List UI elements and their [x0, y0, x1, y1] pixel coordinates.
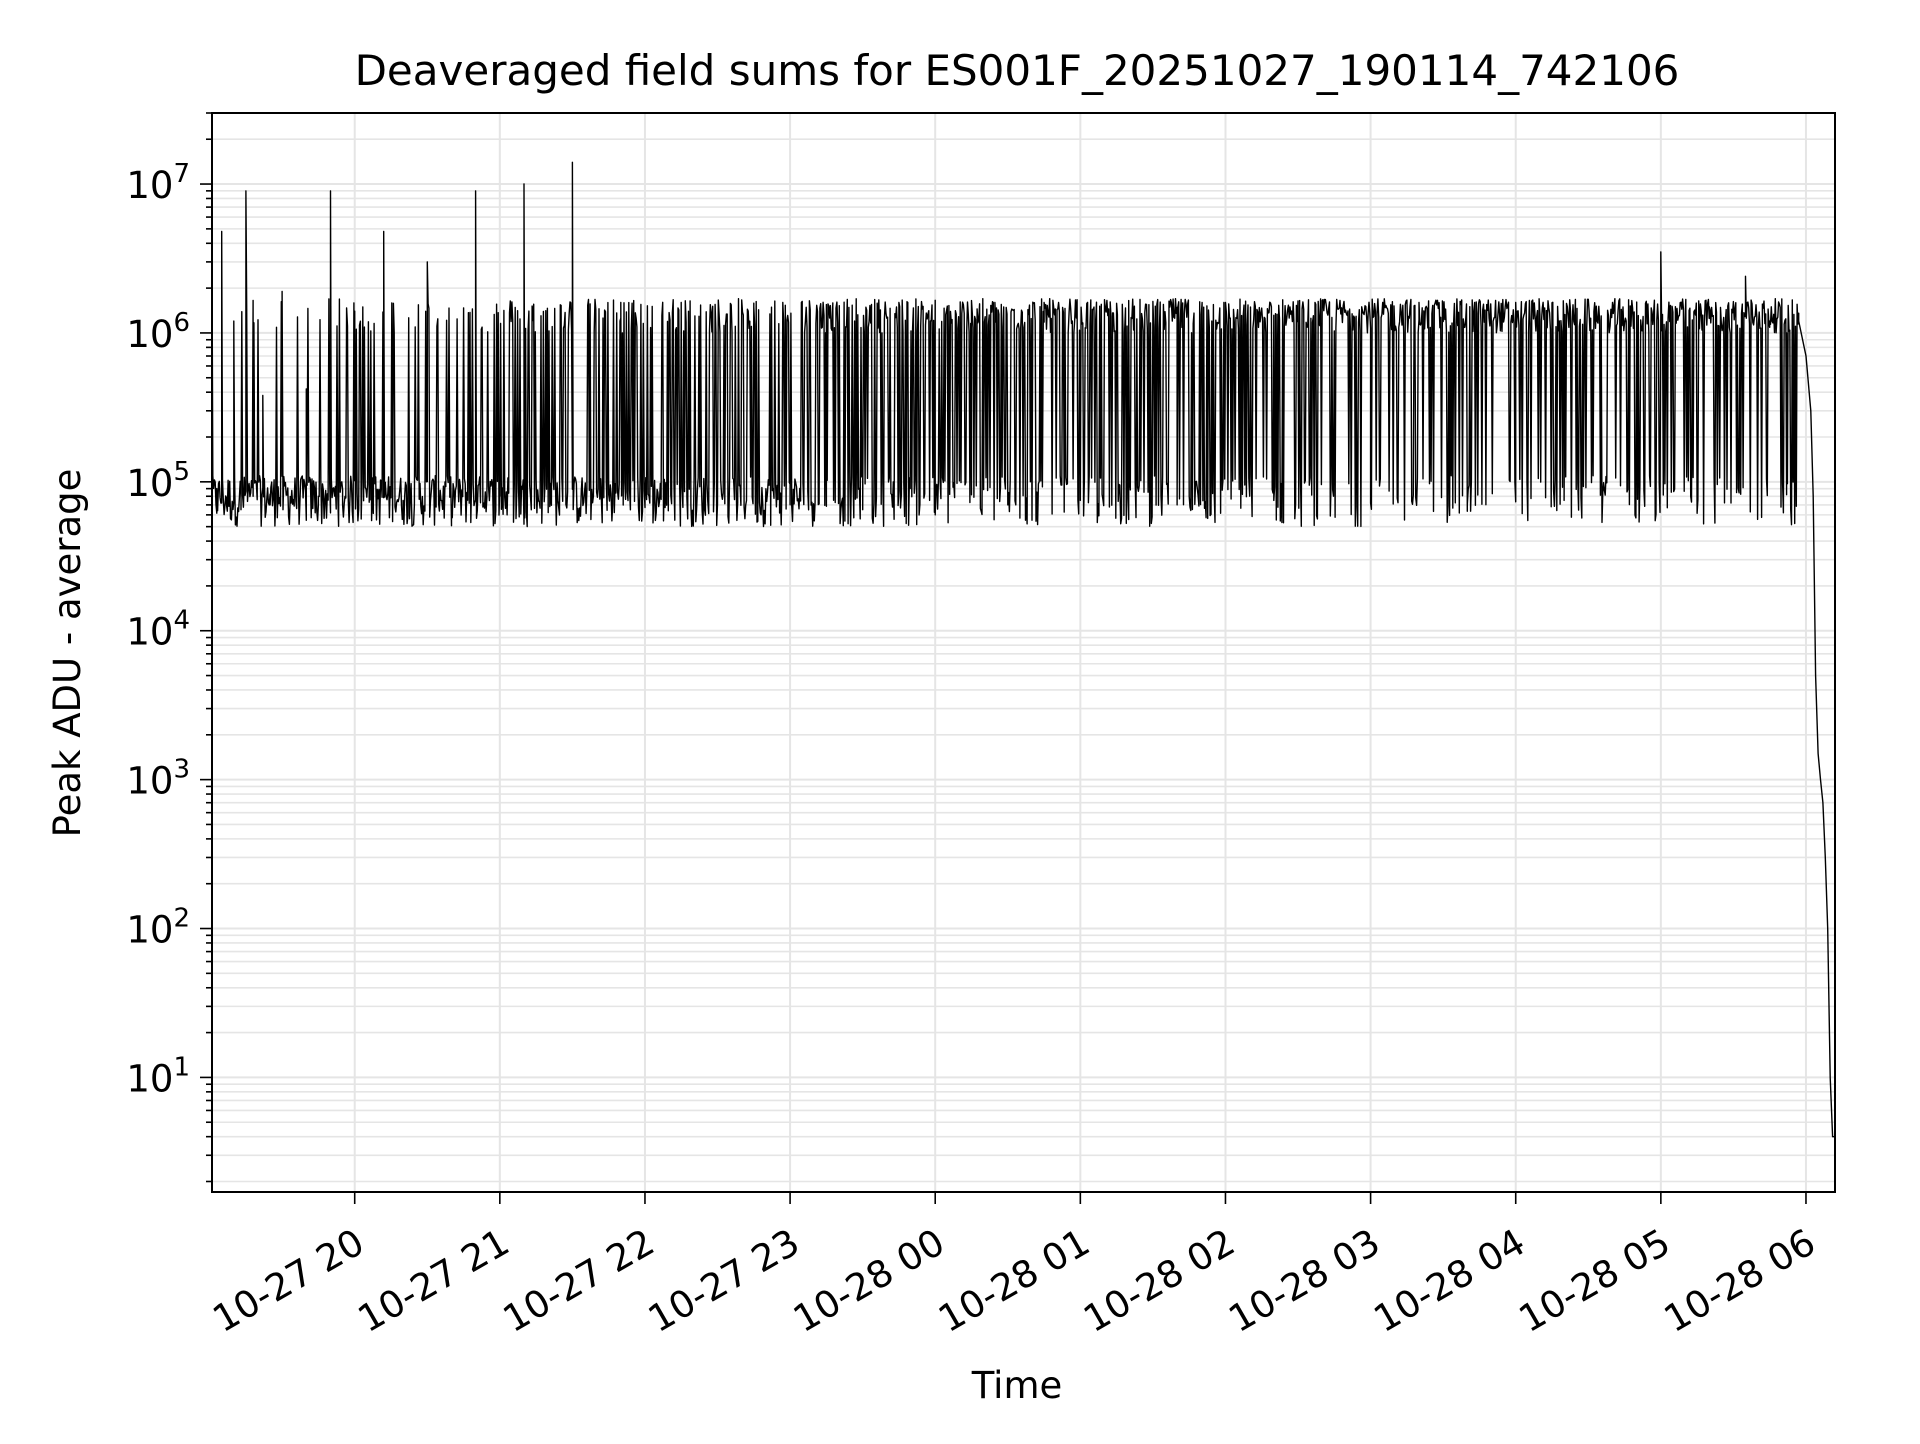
y-tick-exponent: 3: [173, 755, 190, 785]
y-tick-exponent: 6: [173, 308, 190, 338]
chart-title: Deaveraged field sums for ES001F_2025102…: [355, 46, 1680, 95]
y-axis-label: Peak ADU - average: [46, 469, 89, 838]
x-axis-label: Time: [971, 1364, 1063, 1407]
y-tick-exponent: 4: [173, 606, 190, 636]
y-tick-exponent: 1: [173, 1052, 190, 1082]
y-tick-exponent: 2: [173, 904, 190, 934]
y-tick-base: 10: [126, 760, 173, 803]
y-tick-base: 10: [126, 611, 173, 654]
y-tick-base: 10: [126, 1057, 173, 1100]
y-tick-base: 10: [126, 164, 173, 207]
y-tick-base: 10: [126, 909, 173, 952]
y-tick-exponent: 5: [173, 457, 190, 487]
y-tick-base: 10: [126, 313, 173, 356]
y-tick-exponent: 7: [173, 159, 190, 189]
y-tick-base: 10: [126, 462, 173, 505]
